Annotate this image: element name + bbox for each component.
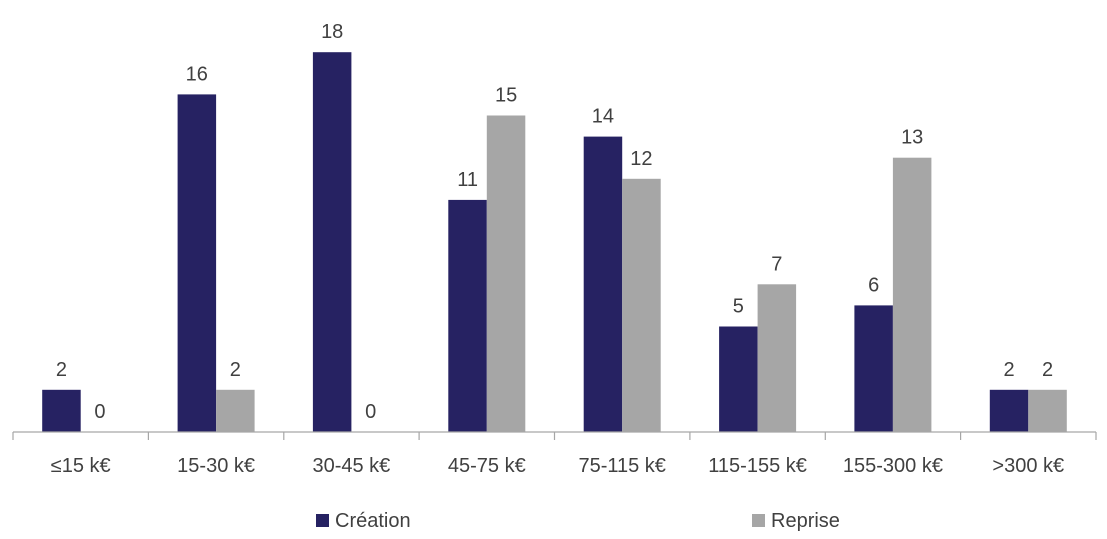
bar-creation-gt300-keur (989, 389, 1029, 432)
value-labels-layer: 2 0 16 2 18 0 11 15 14 12 5 7 6 13 2 2 (56, 21, 1053, 423)
data-label-reprise-45-75-keur: 15 (495, 85, 517, 107)
x-tick-label-gt300-keur: >300 k€ (992, 455, 1064, 477)
data-label-creation-le15-keur: 2 (56, 359, 67, 381)
x-tick-labels: ≤15 k€ 15-30 k€ 30-45 k€ 45-75 k€ 75-115 k€ 1… (51, 455, 1064, 477)
x-tick-label-15-30-keur: 15-30 k€ (177, 455, 255, 477)
bar-creation-115-155-keur (719, 326, 758, 432)
legend-label-creation: Création (335, 510, 411, 532)
data-label-creation-115-155-keur: 5 (733, 296, 744, 318)
x-tick-label-30-45-keur: 30-45 k€ (312, 455, 390, 477)
bar-creation-15-30-keur (177, 94, 217, 433)
bars-layer (42, 52, 1067, 433)
data-label-creation-155-300-keur: 6 (868, 274, 879, 296)
x-tick-label-le15-keur: ≤15 k€ (51, 455, 111, 477)
data-label-reprise-gt300-keur: 2 (1042, 359, 1053, 381)
bar-creation-45-75-keur (448, 199, 487, 432)
data-label-reprise-75-115-keur: 12 (630, 148, 652, 170)
bar-creation-30-45-keur (312, 52, 352, 432)
legend-swatch-reprise (752, 514, 765, 527)
x-tick-label-75-115-keur: 75-115 k€ (578, 455, 665, 477)
bar-reprise-15-30-keur (216, 389, 255, 432)
data-label-reprise-155-300-keur: 13 (901, 127, 923, 149)
bar-creation-75-115-keur (583, 136, 623, 432)
x-tick-label-155-300-keur: 155-300 k€ (843, 455, 943, 477)
data-label-creation-75-115-keur: 14 (592, 106, 614, 128)
x-tick-label-115-155-keur: 115-155 k€ (708, 455, 807, 477)
data-label-reprise-30-45-keur: 0 (365, 401, 376, 423)
data-label-reprise-15-30-keur: 2 (230, 359, 241, 381)
data-label-creation-gt300-keur: 2 (1004, 359, 1015, 381)
bar-reprise-155-300-keur (892, 157, 932, 432)
data-label-reprise-le15-keur: 0 (94, 401, 105, 423)
legend-swatch-creation (316, 514, 329, 527)
bar-reprise-115-155-keur (757, 284, 797, 432)
bar-reprise-gt300-keur (1028, 389, 1067, 432)
legend: Création Reprise (316, 510, 840, 532)
bar-creation-le15-keur (42, 389, 81, 432)
bar-reprise-75-115-keur (622, 178, 661, 432)
bar-creation-155-300-keur (854, 305, 893, 432)
data-label-creation-30-45-keur: 18 (321, 21, 343, 43)
x-tick-label-45-75-keur: 45-75 k€ (448, 455, 526, 477)
data-label-creation-45-75-keur: 11 (457, 169, 478, 191)
data-label-creation-15-30-keur: 16 (186, 63, 208, 85)
legend-label-reprise: Reprise (771, 510, 840, 532)
x-axis (12, 431, 1097, 440)
data-label-reprise-115-155-keur: 7 (771, 253, 782, 275)
bar-reprise-45-75-keur (486, 115, 526, 432)
